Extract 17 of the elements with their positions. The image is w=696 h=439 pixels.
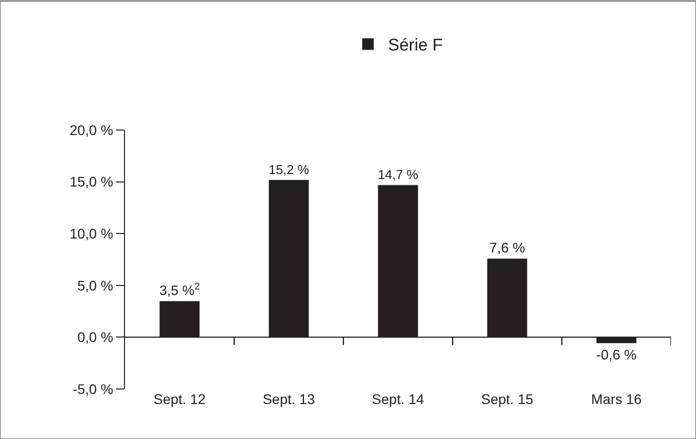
text: 15,2 % — [268, 162, 309, 177]
x-tick-label: Sept. 13 — [262, 391, 316, 407]
y-tick-label: 15,0 % — [70, 174, 114, 190]
y-tick-label: 5,0 % — [77, 277, 114, 294]
y-tick-label: 0,0 % — [77, 329, 114, 346]
y-tick-label: 20,0 % — [70, 122, 114, 138]
text: -0,6 % — [596, 346, 637, 362]
x-tick-label: Sept. 14 — [372, 391, 424, 407]
y-tick-label: -5,0 % — [72, 380, 114, 397]
x-tick-label: Mars 16 — [591, 391, 642, 407]
x-tick-label: Sept. 15 — [481, 391, 534, 407]
text: 7,6 % — [489, 239, 526, 256]
x-tick-label: Sept. 12 — [154, 391, 206, 407]
text: 14,7 % — [378, 167, 418, 182]
text: 3,5 %$^{2}$ — [159, 281, 200, 298]
y-tick-label: 10,0 % — [70, 226, 114, 242]
legend-label: Série F — [388, 36, 443, 55]
